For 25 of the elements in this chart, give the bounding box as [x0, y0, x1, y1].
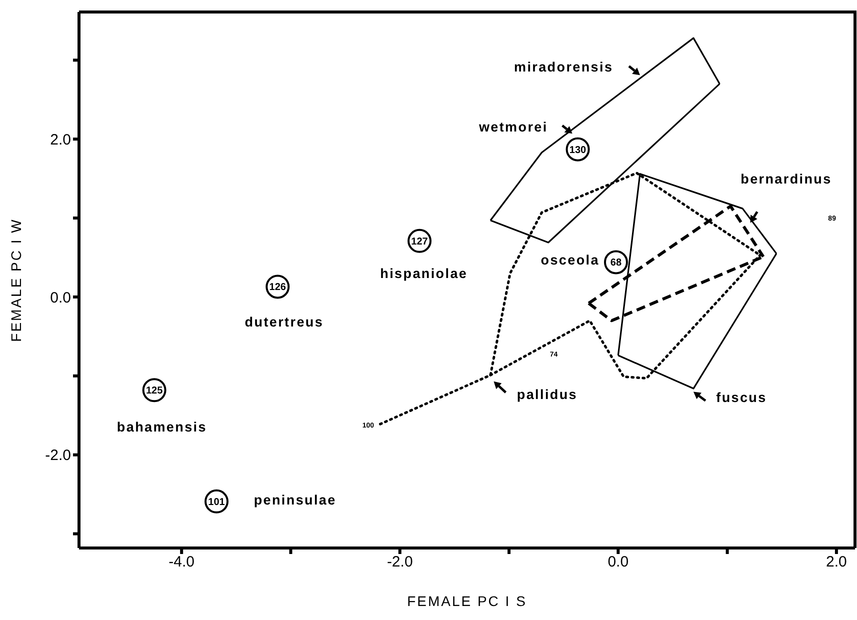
annotation: 130: [569, 144, 587, 156]
annotation: bernardinus: [740, 171, 832, 186]
annotation: 125: [146, 386, 164, 397]
annotation: 127: [411, 236, 428, 248]
x-tick-label: -4.0: [168, 554, 195, 571]
annotation: peninsulae: [254, 492, 336, 508]
annotation: bahamensis: [116, 419, 207, 434]
y-tick-label: -2.0: [45, 447, 71, 464]
y-axis-title: FEMALE PC I W: [8, 218, 24, 342]
annotation: dutertreus: [244, 314, 324, 330]
x-axis-title: FEMALE PC I S: [407, 593, 527, 609]
annotation: 68: [610, 258, 622, 269]
annotation: hispaniolae: [380, 266, 468, 282]
y-tick-label: 0.0: [50, 289, 71, 306]
annotation: 126: [269, 282, 286, 294]
annotation: wetmorei: [478, 119, 548, 134]
annotation: pallidus: [516, 386, 578, 402]
annotation: 101: [208, 496, 226, 508]
annotation: osceola: [540, 252, 600, 268]
x-tick-label: 2.0: [826, 554, 847, 571]
x-tick-label: -2.0: [386, 554, 413, 571]
annotation: miradorensis: [514, 59, 614, 74]
y-tick-label: 2.0: [50, 131, 71, 148]
x-tick-label: 0.0: [608, 554, 629, 571]
annotation: fuscus: [716, 390, 767, 406]
